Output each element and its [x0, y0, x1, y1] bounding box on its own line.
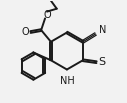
Text: S: S — [98, 57, 105, 67]
Text: NH: NH — [60, 76, 74, 86]
Text: N: N — [99, 25, 106, 35]
Text: O: O — [22, 27, 29, 37]
Text: O: O — [43, 9, 51, 20]
